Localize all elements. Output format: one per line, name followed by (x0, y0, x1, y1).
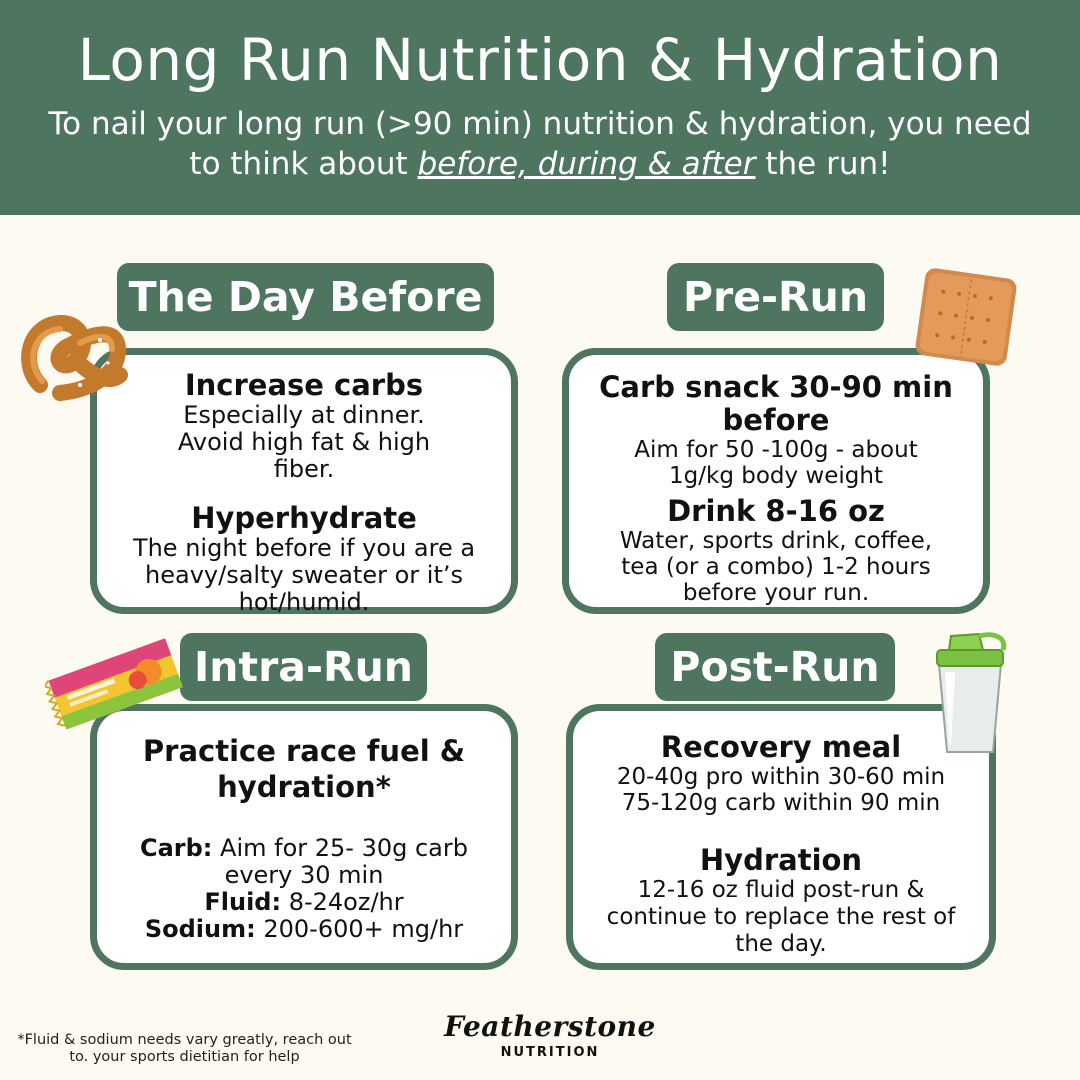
post-run-text-1a: 20-40g pro within 30-60 min (616, 764, 946, 790)
shaker-bottle-icon (936, 632, 1007, 753)
subtitle-post: the run! (755, 146, 891, 182)
header-banner: Long Run Nutrition & Hydration To nail y… (0, 0, 1080, 215)
post-run-label: Post-Run (655, 633, 895, 701)
day-before-label: The Day Before (117, 263, 494, 331)
post-run-heading-2: Hydration (699, 843, 863, 877)
brand-subname: NUTRITION (500, 1045, 600, 1060)
subtitle-emphasis: before, during & after (417, 146, 756, 182)
intra-run-sodium-label: Sodium: (144, 915, 256, 943)
post-run-card: Recovery meal 20-40g pro within 30-60 mi… (566, 704, 996, 970)
day-before-heading-1: Increase carbs (184, 368, 424, 402)
pretzel-icon (21, 315, 128, 401)
subtitle-pre: to think about (189, 146, 418, 182)
pre-run-label: Pre-Run (667, 263, 884, 331)
day-before-card: Increase carbs Especially at dinner. Avo… (90, 348, 518, 616)
energy-chews-icon (45, 638, 183, 730)
pre-run-heading-1: Carb snack 30-90 min before (599, 370, 953, 437)
intra-run-sodium-text: 200-600+ mg/hr (255, 915, 464, 943)
page-title: Long Run Nutrition & Hydration (77, 26, 1003, 94)
intra-run-fluid-text: 8-24oz/hr (281, 888, 404, 916)
intra-run-fluid-label: Fluid: (204, 888, 282, 916)
intra-run-label: Intra-Run (180, 633, 427, 701)
day-before-text-1: Especially at dinner. Avoid high fat & h… (177, 401, 431, 483)
page-subtitle: To nail your long run (>90 min) nutritio… (10, 104, 1070, 184)
intra-run-fluid: Fluid: 8-24oz/hr (97, 889, 511, 916)
intra-run-carb: Carb: Aim for 25- 30g carb every 30 min (97, 835, 511, 889)
day-before-text-2: The night before if you are a heavy/salt… (132, 534, 476, 616)
intra-run-heading: Practice race fuel & hydration* (142, 734, 466, 804)
brand-logo: Featherstone NUTRITION (440, 1010, 660, 1060)
brand-name: Featherstone (444, 1010, 656, 1043)
intra-run-card: Practice race fuel & hydration* Carb: Ai… (90, 704, 518, 970)
day-before-heading-2: Hyperhydrate (191, 501, 417, 535)
pre-run-heading-2: Drink 8-16 oz (667, 494, 885, 528)
intra-run-carb-label: Carb: (139, 834, 213, 862)
pre-run-text-1: Aim for 50 -100g - about 1g/kg body weig… (634, 437, 918, 489)
post-run-text-1b: 75-120g carb within 90 min (621, 790, 941, 816)
intra-run-sodium: Sodium: 200-600+ mg/hr (97, 916, 511, 943)
post-run-text-2: 12-16 oz fluid post-run & continue to re… (606, 877, 956, 957)
footnote: *Fluid & sodium needs vary greatly, reac… (17, 1032, 352, 1065)
pre-run-card: Carb snack 30-90 min before Aim for 50 -… (562, 348, 990, 614)
subtitle-line-1: To nail your long run (>90 min) nutritio… (48, 106, 1032, 142)
cracker-icon (915, 268, 1017, 366)
post-run-heading-1: Recovery meal (660, 730, 902, 764)
intra-run-carb-text: Aim for 25- 30g carb every 30 min (212, 834, 468, 889)
pre-run-text-2: Water, sports drink, coffee, tea (or a c… (619, 528, 933, 606)
